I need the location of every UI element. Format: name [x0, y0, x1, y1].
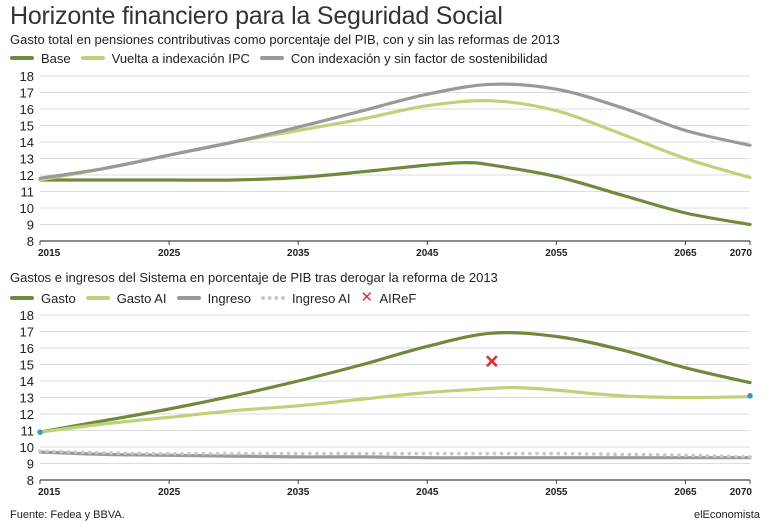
chart1-title: Gasto total en pensiones contributivas c… [10, 32, 560, 47]
chart2-ytick-label: 13 [20, 391, 34, 406]
chart1-ytick-label: 12 [20, 168, 34, 183]
legend-item-ingreso-ai: Ingreso AI [260, 290, 351, 306]
legend-swatch [259, 56, 284, 60]
chart2-legend: Gasto Gasto AI Ingreso Ingreso AI ✕ AIReF [10, 289, 416, 307]
marker-cross-stroke [485, 355, 498, 368]
legend-label: Ingreso [207, 290, 251, 306]
chart1-ytick-label: 16 [20, 102, 34, 117]
legend-item-ingreso: Ingreso [176, 290, 251, 306]
chart1-xtick-label: 2035 [287, 248, 310, 259]
legend-swatch [10, 56, 34, 60]
legend-label: Gasto [41, 290, 76, 306]
chart1-legend: Base Vuelta a indexación IPC Con indexació… [10, 49, 547, 67]
legend-label: Gasto AI [116, 290, 167, 306]
legend-swatch [80, 56, 105, 60]
chart2-ytick-label: 18 [20, 308, 34, 323]
chart2-title: Gastos e ingresos del Sistema en porcent… [10, 270, 498, 285]
page-title: Horizonte financiero para la Seguridad S… [10, 2, 503, 30]
legend-swatch [10, 296, 34, 300]
chart1-ytick-label: 18 [20, 69, 34, 84]
chart1-series-line-con-indexacion-y-sin-factor-de-sostenibilidad [38, 82, 752, 180]
chart2-xtick-label: 2035 [287, 487, 310, 498]
chart2-xtick-label: 2065 [674, 487, 697, 498]
chart2-xtick-label: 2070 [730, 487, 753, 498]
chart1-ytick-label: 13 [20, 152, 34, 167]
legend-item-airef: ✕ AIReF [360, 289, 417, 306]
source-note: Fuente: Fedea y BBVA. [10, 509, 125, 521]
chart1-xtick-label: 2015 [38, 248, 61, 259]
chart2-ytick-label: 8 [27, 473, 34, 488]
chart1-ytick-label: 8 [27, 234, 34, 249]
chart2-xtick-label: 2015 [38, 487, 61, 498]
chart1-xtick-label: 2065 [674, 248, 697, 259]
legend-item-vuelta-a-indexacion-ipc: Vuelta a indexación IPC [80, 50, 250, 66]
chart2-xtick-label: 2025 [158, 487, 181, 498]
legend-swatch [176, 296, 201, 300]
chart1-ytick-label: 14 [20, 135, 34, 150]
chart1-xtick-label: 2045 [416, 248, 439, 259]
chart2-ytick-label: 12 [20, 407, 34, 422]
legend-item-gasto: Gasto [10, 291, 76, 306]
chart1-xtick-label: 2055 [545, 248, 568, 259]
chart1-ytick-label: 15 [20, 119, 34, 134]
chart2-marker-dot [747, 393, 753, 399]
chart2-xtick-label: 2055 [545, 487, 568, 498]
chart2-ytick-label: 16 [20, 341, 34, 356]
chart2-ytick-label: 10 [20, 440, 34, 455]
chart2-marker-airef [485, 355, 498, 368]
legend-swatch [85, 296, 110, 300]
chart2-ytick-label: 17 [20, 325, 34, 340]
chart2-series-line-gasto-ai [38, 385, 752, 434]
legend-swatch: ✕ [360, 289, 374, 306]
chart1-series-line-base [38, 161, 752, 227]
legend-label: Base [41, 50, 71, 66]
brand-logo-text: elEconomista [693, 509, 760, 521]
chart1-ytick-label: 17 [20, 86, 34, 101]
chart1-ytick-label: 9 [27, 218, 34, 233]
chart2-ytick-label: 14 [20, 374, 34, 389]
legend-item-con-indexacion-y-sin-factor-de-sostenibilidad: Con indexación y sin factor de sostenibi… [259, 50, 548, 66]
legend-label: AIReF [379, 290, 417, 306]
chart1-ytick-label: 11 [21, 185, 35, 200]
legend-label: Ingreso AI [291, 290, 351, 306]
chart1-xtick-label: 2025 [158, 248, 181, 259]
chart2-marker-dot [37, 429, 43, 435]
legend-swatch [260, 296, 285, 300]
chart2-series-line-gasto [38, 331, 752, 434]
chart2-series-line-ingreso-ai [38, 449, 752, 459]
chart2-ytick-label: 9 [27, 457, 34, 472]
chart2-xtick-label: 2045 [416, 487, 439, 498]
chart2-ytick-label: 15 [20, 358, 34, 373]
chart1-xtick-label: 2070 [730, 248, 753, 259]
legend-label: Con indexación y sin factor de sostenibi… [290, 50, 548, 66]
legend-item-gasto-ai: Gasto AI [85, 290, 167, 306]
chart2-ytick-label: 11 [21, 424, 35, 439]
chart1-ytick-label: 10 [20, 201, 34, 216]
legend-item-base: Base [10, 51, 71, 66]
chart2-series-line-ingreso [38, 450, 752, 460]
legend-label: Vuelta a indexación IPC [111, 50, 250, 66]
